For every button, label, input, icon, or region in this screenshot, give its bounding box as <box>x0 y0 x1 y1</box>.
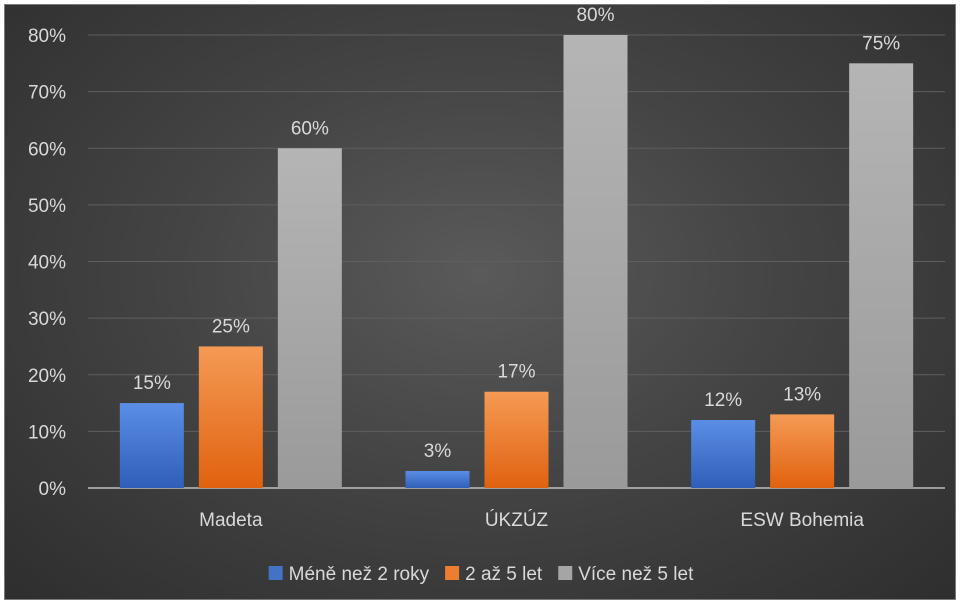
data-label: 3% <box>424 441 452 462</box>
bar-1-1 <box>484 391 549 488</box>
legend: Méně než 2 roky 2 až 5 let Více než 5 let <box>268 564 694 585</box>
data-label: 17% <box>497 362 535 383</box>
legend-swatch <box>558 566 573 580</box>
bar-0-2 <box>277 148 342 488</box>
category-label: ÚKZÚZ <box>485 509 549 531</box>
data-label: 25% <box>212 316 250 337</box>
y-tick-label: 70% <box>28 83 66 104</box>
legend-label: Více než 5 let <box>578 564 694 585</box>
y-tick-label: 30% <box>28 309 66 330</box>
bar-2-2 <box>849 63 914 488</box>
bar-1-0 <box>405 471 470 488</box>
data-label: 60% <box>291 118 329 139</box>
labels: 0% 10% 20% 30% 40% 50% 60% 70% 80% 15% 25% 60% Madet… <box>28 5 900 531</box>
y-tick-label: 50% <box>28 196 66 217</box>
chart-area <box>4 4 956 600</box>
y-tick-label: 0% <box>39 479 67 500</box>
bar-1-2 <box>563 35 628 488</box>
data-label: 75% <box>862 33 900 54</box>
legend-swatch <box>445 566 460 580</box>
legend-swatch <box>268 566 283 580</box>
data-label: 80% <box>576 5 614 26</box>
category-label: Madeta <box>199 510 263 531</box>
y-tick-label: 10% <box>28 422 66 443</box>
bar-2-0 <box>691 420 756 488</box>
y-tick-label: 60% <box>28 139 66 160</box>
data-label: 13% <box>783 384 821 405</box>
data-label: 12% <box>704 390 742 411</box>
category-label: ESW Bohemia <box>740 510 864 531</box>
y-tick-label: 40% <box>28 253 66 274</box>
bar-2-1 <box>770 414 835 488</box>
y-tick-label: 80% <box>28 26 66 47</box>
bars <box>119 35 914 488</box>
data-label: 15% <box>133 373 171 394</box>
legend-label: Méně než 2 roky <box>289 564 430 585</box>
bar-0-0 <box>119 403 184 488</box>
legend-label: 2 až 5 let <box>465 564 543 585</box>
bar-0-1 <box>198 346 263 488</box>
y-tick-label: 20% <box>28 366 66 387</box>
